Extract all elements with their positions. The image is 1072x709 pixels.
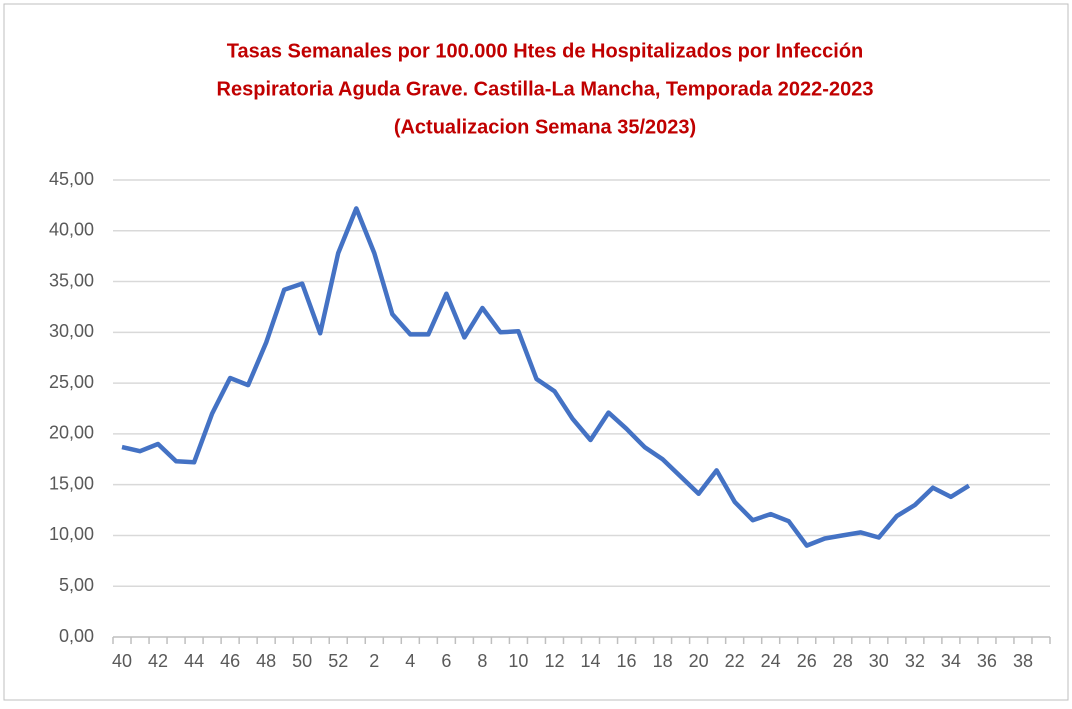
x-tick-label: 24 bbox=[761, 651, 781, 671]
x-tick-label: 38 bbox=[1013, 651, 1033, 671]
chart-title: Respiratoria Aguda Grave. Castilla-La Ma… bbox=[217, 78, 874, 100]
chart-title: Tasas Semanales por 100.000 Htes de Hosp… bbox=[227, 40, 864, 62]
chart-title: (Actualizacion Semana 35/2023) bbox=[394, 116, 696, 138]
y-tick-label: 40,00 bbox=[49, 220, 94, 240]
x-tick-label: 40 bbox=[112, 651, 132, 671]
x-tick-label: 6 bbox=[441, 651, 451, 671]
x-tick-label: 10 bbox=[508, 651, 528, 671]
x-tick-label: 8 bbox=[477, 651, 487, 671]
x-tick-label: 36 bbox=[977, 651, 997, 671]
x-tick-label: 52 bbox=[328, 651, 348, 671]
y-tick-label: 35,00 bbox=[49, 270, 94, 290]
y-tick-label: 5,00 bbox=[59, 575, 94, 595]
x-tick-label: 26 bbox=[797, 651, 817, 671]
y-tick-label: 10,00 bbox=[49, 524, 94, 544]
x-tick-label: 46 bbox=[220, 651, 240, 671]
data-line bbox=[121, 206, 971, 548]
x-tick-label: 12 bbox=[544, 651, 564, 671]
x-tick-label: 4 bbox=[405, 651, 415, 671]
x-tick-label: 18 bbox=[653, 651, 673, 671]
x-tick-label: 16 bbox=[617, 651, 637, 671]
x-tick-label: 14 bbox=[580, 651, 600, 671]
y-tick-label: 25,00 bbox=[49, 372, 94, 392]
x-tick-label: 30 bbox=[869, 651, 889, 671]
x-tick-label: 34 bbox=[941, 651, 961, 671]
y-tick-label: 15,00 bbox=[49, 473, 94, 493]
x-tick-label: 32 bbox=[905, 651, 925, 671]
y-tick-label: 30,00 bbox=[49, 321, 94, 341]
chart-border bbox=[3, 3, 1069, 701]
x-tick-label: 44 bbox=[184, 651, 204, 671]
x-tick-label: 28 bbox=[833, 651, 853, 671]
y-tick-label: 45,00 bbox=[49, 169, 94, 189]
x-tick-label: 48 bbox=[256, 651, 276, 671]
x-tick-label: 42 bbox=[148, 651, 168, 671]
x-tick-label: 22 bbox=[725, 651, 745, 671]
x-tick-label: 20 bbox=[689, 651, 709, 671]
x-tick-label: 2 bbox=[369, 651, 379, 671]
y-tick-label: 0,00 bbox=[59, 626, 94, 646]
y-tick-label: 20,00 bbox=[49, 423, 94, 443]
x-tick-label: 50 bbox=[292, 651, 312, 671]
